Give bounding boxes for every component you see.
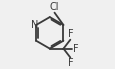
Text: N: N bbox=[31, 20, 38, 30]
Text: F: F bbox=[72, 44, 78, 54]
Text: F: F bbox=[67, 29, 73, 39]
Text: F: F bbox=[67, 58, 73, 68]
Text: Cl: Cl bbox=[49, 2, 59, 12]
